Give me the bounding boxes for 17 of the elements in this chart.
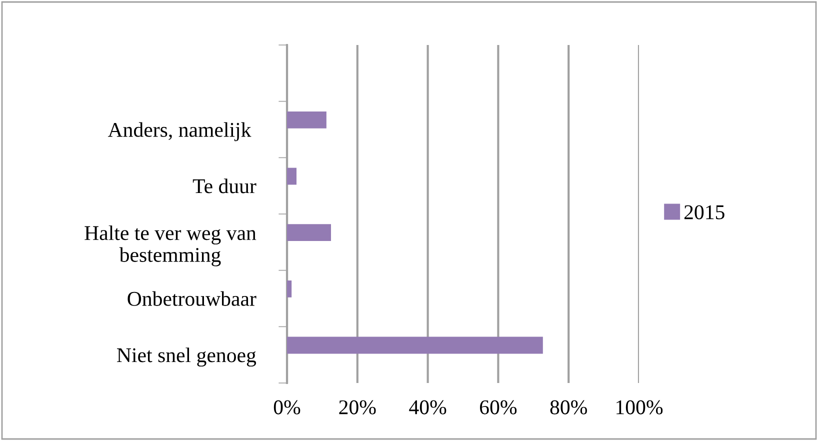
y-tick-label: Halte te ver weg van bestemming [84,225,256,266]
bar [287,168,297,185]
y-tick-label: Onbetrouwbaar [128,291,256,306]
x-tick-label: 20% [339,400,376,414]
y-tick-label: Anders, namelijk [108,122,252,142]
bar [287,224,331,242]
bar [287,336,543,354]
x-tick-label: 40% [409,400,446,414]
x-tick-label: 60% [480,400,517,414]
bar [287,111,326,128]
y-tick-label: Te duur [192,178,256,194]
legend-label: 2015 [684,205,724,220]
x-tick-label: 100% [616,400,663,414]
bar [287,280,292,298]
x-tick-label: 80% [550,400,587,414]
x-tick-label: 0% [274,400,300,414]
y-tick-label: Niet snel genoeg [117,348,256,367]
